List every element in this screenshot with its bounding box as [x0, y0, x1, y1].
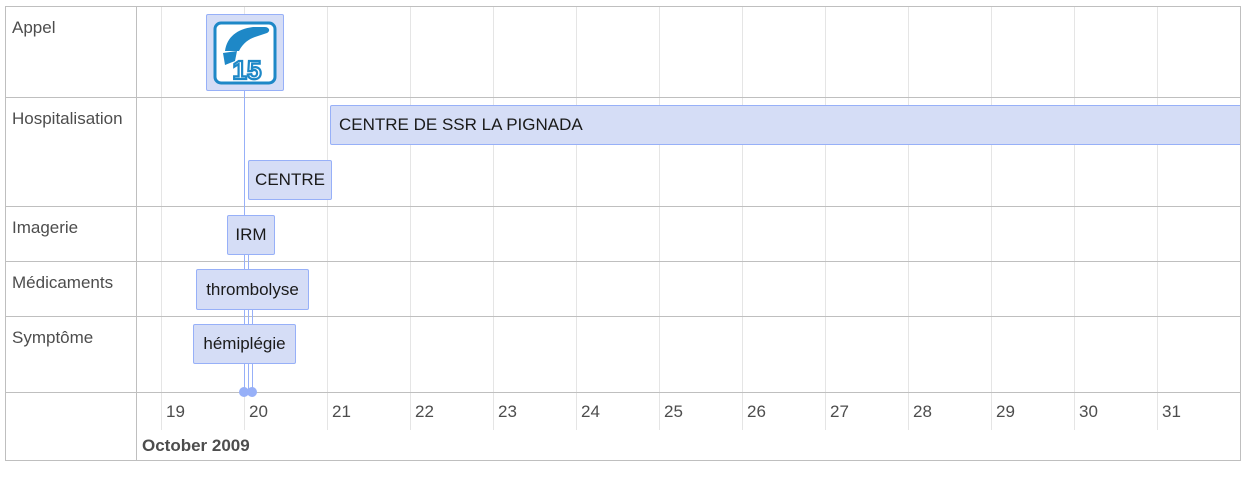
row-divider — [6, 261, 1240, 262]
axis-day-label: 31 — [1162, 402, 1181, 421]
axis-month-label: October 2009 — [142, 436, 250, 455]
grid-line — [659, 7, 660, 430]
item-label: CENTRE — [255, 170, 325, 189]
item-label: thrombolyse — [206, 279, 299, 299]
label-column-divider — [136, 7, 137, 460]
row-divider — [6, 206, 1240, 207]
hospitalisation-short-item[interactable]: CENTRE — [248, 160, 332, 200]
grid-line — [991, 7, 992, 430]
item-stem — [248, 255, 249, 392]
icon-number: 15 — [233, 55, 262, 85]
axis-day-label: 26 — [747, 402, 766, 421]
item-label: CENTRE DE SSR LA PIGNADA — [339, 115, 583, 134]
row-divider — [6, 97, 1240, 98]
group-label-imagerie: Imagerie — [12, 218, 79, 237]
appel-item[interactable]: 15 — [206, 14, 284, 91]
grid-line — [1157, 7, 1158, 430]
timeline: Appel Hospitalisation Imagerie Médicamen… — [5, 6, 1241, 461]
axis-day-label: 30 — [1079, 402, 1098, 421]
grid-line — [327, 7, 328, 430]
axis-day-label: 23 — [498, 402, 517, 421]
axis-day-label: 29 — [996, 402, 1015, 421]
group-label-medicaments: Médicaments — [12, 273, 114, 292]
symptome-item[interactable]: hémiplégie — [193, 324, 296, 364]
axis-day-label: 25 — [664, 402, 683, 421]
axis-day-label: 20 — [249, 402, 268, 421]
group-label-symptome: Symptôme — [12, 328, 94, 347]
grid-line — [161, 7, 162, 430]
medicament-item[interactable]: thrombolyse — [196, 269, 309, 310]
axis-day-label: 27 — [830, 402, 849, 421]
axis-divider — [6, 392, 1240, 393]
item-label: IRM — [235, 225, 267, 244]
axis-day-label: 21 — [332, 402, 351, 421]
item-label: hémiplégie — [203, 334, 286, 353]
grid-line — [410, 7, 411, 430]
grid-line — [493, 7, 494, 430]
row-divider — [6, 316, 1240, 317]
grid-line — [1074, 7, 1075, 430]
grid-line — [908, 7, 909, 430]
grid-line — [825, 7, 826, 430]
group-label-hospitalisation: Hospitalisation — [12, 109, 123, 128]
phone-15-icon: 15 — [213, 21, 277, 85]
item-dot[interactable] — [247, 387, 257, 397]
item-dot[interactable] — [239, 387, 249, 397]
group-label-appel: Appel — [12, 18, 56, 37]
hospitalisation-range-item[interactable]: CENTRE DE SSR LA PIGNADA — [330, 105, 1240, 145]
grid-line — [576, 7, 577, 430]
axis-day-label: 28 — [913, 402, 932, 421]
axis-day-label: 24 — [581, 402, 600, 421]
axis-day-label: 19 — [166, 402, 185, 421]
imagerie-item[interactable]: IRM — [227, 215, 275, 255]
grid-line — [742, 7, 743, 430]
axis-day-label: 22 — [415, 402, 434, 421]
